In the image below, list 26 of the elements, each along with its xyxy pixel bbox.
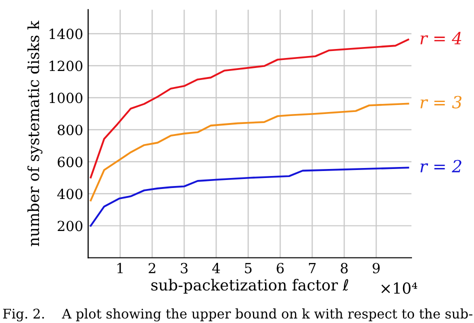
- x-tick-label: 6: [276, 262, 284, 274]
- series-label: r = 3: [420, 96, 462, 108]
- text: ×10⁴: [381, 282, 418, 294]
- line-series: [90, 166, 410, 227]
- x-tick-label: 3: [180, 262, 188, 274]
- y-tick-label: 400: [57, 188, 82, 200]
- x-tick-label: 7: [308, 263, 316, 274]
- x-tick-label: 5: [244, 263, 252, 274]
- caption: Fig. 2. A plot showing the upper bound on k with respect to the sub-: [3, 308, 472, 322]
- y-tick-label: 200: [58, 220, 82, 232]
- series-label: r = 2: [420, 160, 462, 172]
- y-tick-label: 800: [58, 124, 82, 136]
- x-tick-label: 2: [148, 262, 156, 274]
- line-series: [90, 38, 410, 178]
- y-tick-label: 1000: [50, 92, 82, 104]
- x-tick-label: 9: [372, 262, 380, 274]
- x-axis-title: sub-packetization factor ℓ: [151, 278, 348, 294]
- x-tick-label: 1: [117, 262, 123, 274]
- x-tick-label: 8: [340, 262, 348, 274]
- series-label: r = 4: [420, 32, 462, 44]
- y-tick-label: 1200: [50, 60, 82, 72]
- line-series: [90, 102, 410, 202]
- y-axis-title: number of systematic disks k: [27, 20, 42, 246]
- y-tick-label: 1400: [50, 28, 82, 40]
- x-tick-label: 4: [212, 262, 220, 274]
- y-tick-label: 600: [58, 156, 82, 168]
